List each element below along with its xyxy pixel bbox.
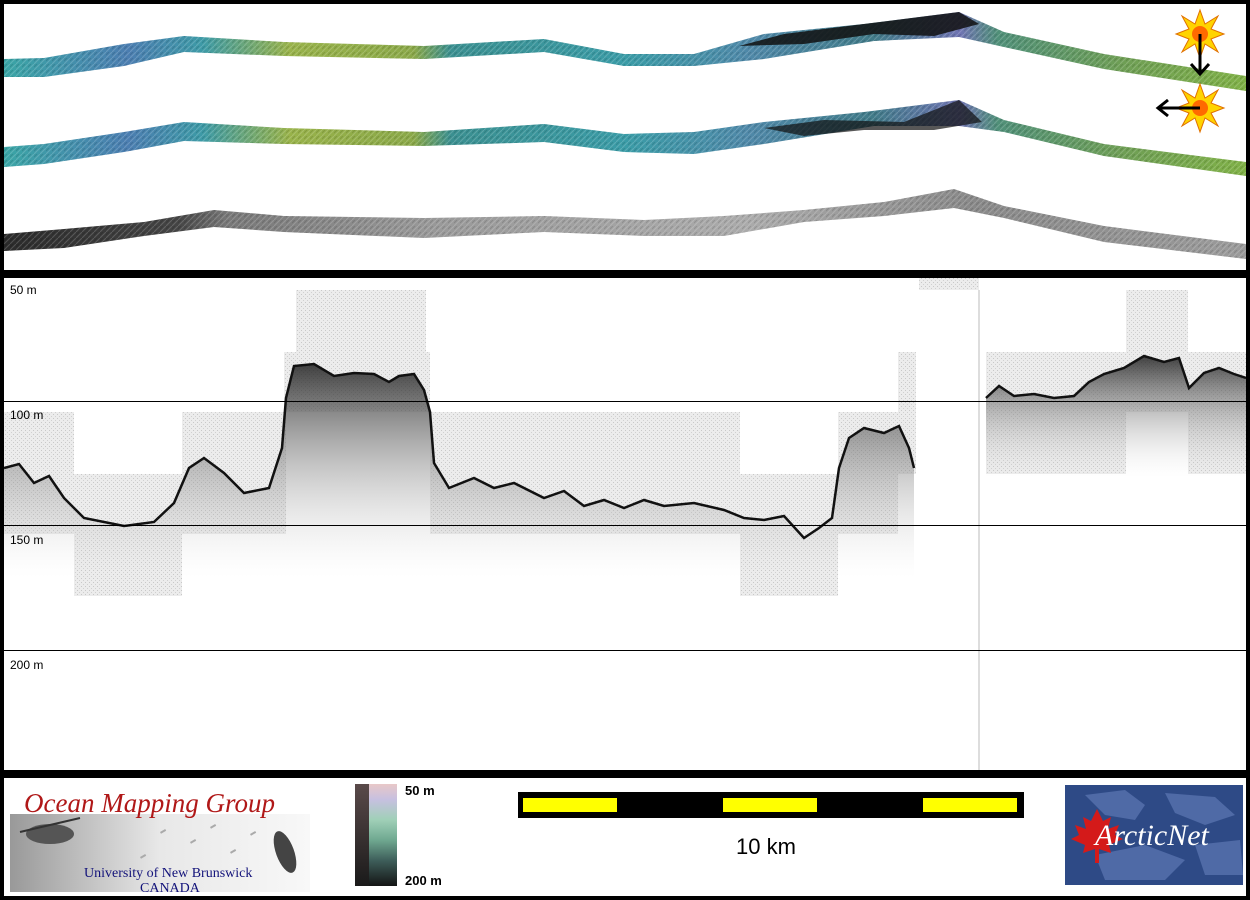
- colorbar-bottom-label: 200 m: [405, 873, 442, 888]
- depth-label-150: 150 m: [10, 533, 44, 547]
- depth-gridline-200: [4, 650, 1246, 651]
- depth-label-50: 50 m: [10, 283, 37, 297]
- sonar-fish-icon: [273, 831, 297, 873]
- depth-label-100: 100 m: [10, 408, 44, 422]
- swath-strips-svg: [4, 8, 1246, 259]
- colorbar-top-label: 50 m: [405, 783, 435, 798]
- omg-logo-art: [10, 814, 310, 892]
- seabed-subsurface: [4, 364, 914, 578]
- footer-legend-panel: Ocean Mapping Group University of New Br…: [4, 778, 1246, 896]
- maple-leaf-icon: [1071, 809, 1123, 863]
- swath-strips-panel: [4, 4, 1246, 270]
- arcticnet-logo: ArcticNet: [1065, 785, 1243, 885]
- arrow-down-icon: [1189, 34, 1211, 77]
- ship-icon: [19, 817, 81, 844]
- ocean-mapping-group-logo: Ocean Mapping Group University of New Br…: [10, 782, 310, 896]
- depth-colorbar: [355, 784, 397, 886]
- omg-logo-subtitle-2: CANADA: [140, 881, 200, 896]
- omg-logo-subtitle-1: University of New Brunswick: [84, 866, 253, 881]
- arrow-left-icon: [1155, 98, 1200, 118]
- subbottom-profile-panel: 50 m 100 m 150 m 200 m: [4, 278, 1246, 770]
- depth-gridline-100: [4, 401, 1246, 402]
- arcticnet-logo-text: ArcticNet: [1095, 819, 1209, 852]
- scale-bar-segment: [723, 798, 817, 812]
- seabed-subsurface-east: [986, 356, 1246, 478]
- scale-bar: [518, 792, 1024, 818]
- scale-bar-segment: [523, 798, 617, 812]
- subbottom-profile-svg: [4, 278, 1246, 770]
- seabed-reflector-west: [4, 362, 916, 540]
- omg-logo-title: Ocean Mapping Group: [24, 788, 275, 818]
- depth-label-200: 200 m: [10, 658, 44, 672]
- scale-bar-label: 10 km: [736, 834, 796, 859]
- seabed-reflector-east: [985, 354, 1246, 400]
- scale-bar-segment: [923, 798, 1017, 812]
- depth-gridline-150: [4, 525, 1246, 526]
- arcticnet-map-art: [1071, 790, 1243, 880]
